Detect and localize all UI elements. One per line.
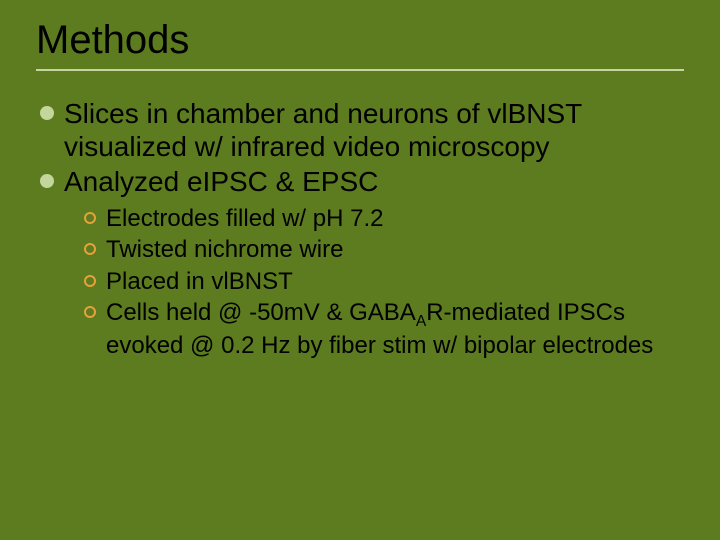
disc-bullet-icon (40, 174, 54, 188)
bullet-lvl2: Placed in vlBNST (84, 267, 684, 296)
circle-bullet-icon (84, 275, 96, 287)
disc-bullet-icon (40, 106, 54, 120)
bullet-lvl2-text: Cells held @ -50mV & GABAAR-mediated IPS… (106, 298, 684, 360)
bullet-lvl1-text: Analyzed eIPSC & EPSC (64, 165, 378, 198)
bullet-lvl2: Twisted nichrome wire (84, 235, 684, 264)
circle-bullet-icon (84, 306, 96, 318)
bullet-lvl2-text: Placed in vlBNST (106, 267, 293, 296)
bullet-lvl1-text: Slices in chamber and neurons of vlBNST … (64, 97, 684, 163)
bullet-lvl2-text: Twisted nichrome wire (106, 235, 343, 264)
bullet-lvl1: Analyzed eIPSC & EPSC (40, 165, 684, 198)
slide: Methods Slices in chamber and neurons of… (0, 0, 720, 540)
bullet-lvl2: Cells held @ -50mV & GABAAR-mediated IPS… (84, 298, 684, 360)
circle-bullet-icon (84, 212, 96, 224)
bullet-lvl1: Slices in chamber and neurons of vlBNST … (40, 97, 684, 163)
slide-title: Methods (36, 18, 684, 63)
circle-bullet-icon (84, 243, 96, 255)
sub-bullet-group: Electrodes filled w/ pH 7.2Twisted nichr… (40, 204, 684, 360)
bullet-lvl2: Electrodes filled w/ pH 7.2 (84, 204, 684, 233)
title-underline (36, 69, 684, 71)
slide-body: Slices in chamber and neurons of vlBNST … (36, 97, 684, 360)
bullet-lvl2-text: Electrodes filled w/ pH 7.2 (106, 204, 383, 233)
